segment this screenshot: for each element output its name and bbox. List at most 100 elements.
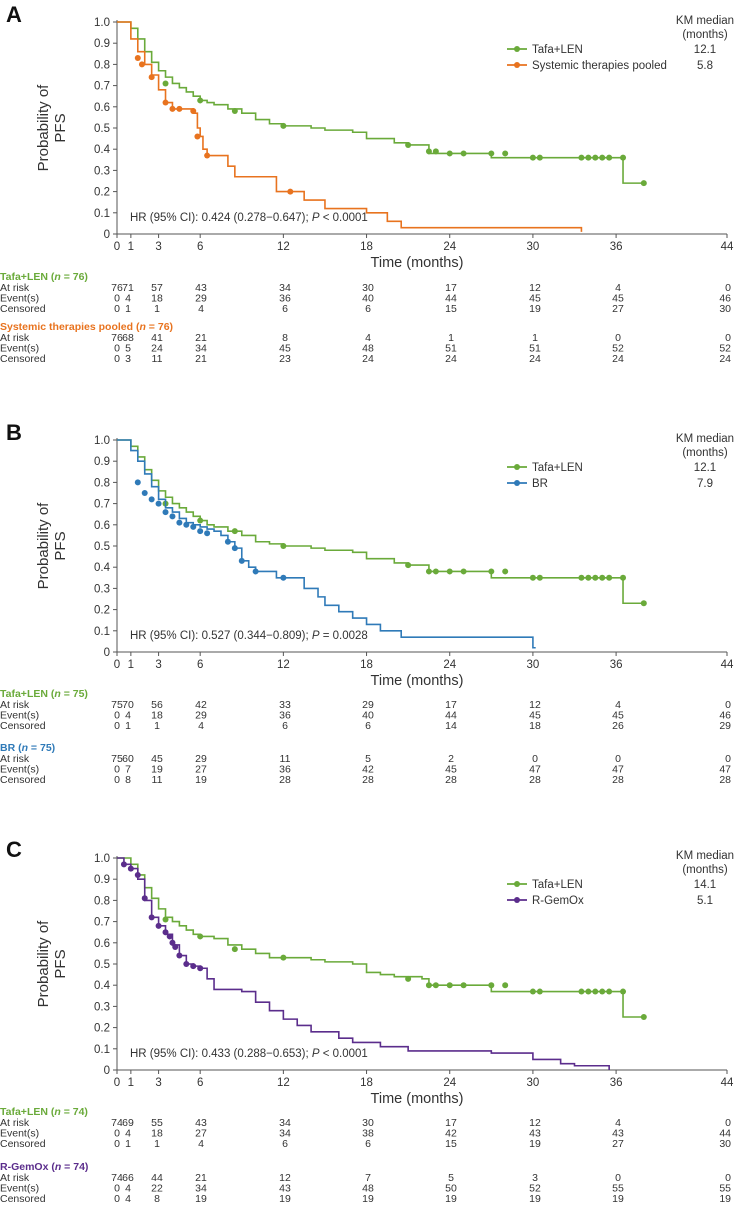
risk-value: 34 [279, 1117, 291, 1129]
censor-mark [134, 871, 141, 878]
y-tick-label: 0.9 [94, 874, 110, 886]
risk-value: 46 [719, 293, 731, 305]
risk-row-label: At risk [0, 1117, 30, 1129]
legend-median: 14.1 [694, 879, 716, 891]
hr-text: HR (95% CI): 0.433 (0.288−0.653); [130, 1048, 312, 1060]
risk-value: 74 [111, 1172, 123, 1184]
y-tick-label: 0.2 [94, 1023, 110, 1035]
censor-mark [502, 568, 509, 575]
risk-value: 6 [282, 303, 288, 315]
panel-c: C Probability ofPFS 0 0.1 0.2 0.3 0.4 0.5 0.6 0.7… [0, 837, 734, 1205]
censor-mark [148, 74, 155, 81]
y-tick-label: 0.3 [94, 1001, 110, 1013]
hr-text: HR (95% CI): 0.424 (0.278−0.647); [130, 212, 312, 224]
censor-mark [280, 122, 287, 129]
risk-value: 33 [279, 699, 291, 711]
risk-value: 45 [529, 710, 541, 722]
risk-value: 21 [195, 353, 207, 365]
x-tick-label: 1 [128, 241, 134, 253]
x-tick-label: 30 [527, 241, 540, 253]
risk-value: 8 [282, 332, 288, 344]
risk-value: 5 [365, 753, 371, 765]
risk-value: 56 [151, 699, 163, 711]
censor-mark [446, 568, 453, 575]
legend-swatch-dot [514, 897, 520, 903]
risk-value: 57 [151, 282, 163, 294]
risk-value: 6 [282, 720, 288, 732]
risk-value: 52 [612, 343, 624, 355]
x-tick-label: 30 [527, 659, 540, 671]
y-tick-label: 0.7 [94, 917, 110, 929]
risk-value: 45 [279, 343, 291, 355]
x-tick-label: 0 [114, 241, 120, 253]
risk-row-label: Event(s) [0, 764, 39, 776]
censor-mark [488, 568, 495, 575]
risk-value: 15 [445, 1138, 457, 1150]
y-axis-label: Probability ofPFS [35, 920, 69, 1008]
risk-value: 36 [279, 764, 291, 776]
risk-row-label: Event(s) [0, 293, 39, 305]
censor-mark [460, 568, 467, 575]
censor-mark [176, 519, 183, 526]
risk-value: 28 [279, 774, 291, 786]
risk-value: 55 [151, 1117, 163, 1129]
risk-value: 15 [445, 303, 457, 315]
y-tick-label: 0.8 [94, 477, 110, 489]
risk-table-n-value: = 74) [61, 1106, 88, 1118]
y-tick-label: 0.2 [94, 187, 110, 199]
risk-value: 34 [279, 282, 291, 294]
risk-value: 4 [125, 1183, 131, 1195]
risk-value: 42 [445, 1128, 457, 1140]
risk-value: 21 [195, 332, 207, 344]
y-axis-label: Probability ofPFS [35, 84, 69, 172]
risk-value: 0 [114, 764, 120, 776]
censor-mark [529, 574, 536, 581]
censor-mark [231, 528, 238, 535]
risk-value: 6 [282, 1138, 288, 1150]
risk-value: 12 [529, 1117, 541, 1129]
censor-mark [599, 988, 606, 995]
risk-value: 12 [529, 282, 541, 294]
censor-mark [190, 108, 197, 115]
risk-value: 40 [362, 710, 374, 722]
y-axis-label-line: PFS [52, 113, 69, 142]
risk-table-title: Systemic therapies pooled (n = 76) [0, 321, 173, 333]
censor-mark [176, 105, 183, 112]
x-tick-label: 24 [443, 241, 456, 253]
censor-mark [640, 600, 647, 607]
censor-mark [502, 982, 509, 989]
risk-table-n-symbol: n [22, 742, 28, 754]
censor-mark [231, 946, 238, 953]
risk-value: 4 [125, 293, 131, 305]
censor-mark [578, 574, 585, 581]
censor-mark [536, 988, 543, 995]
risk-value: 0 [725, 753, 731, 765]
risk-value: 0 [725, 699, 731, 711]
risk-value: 30 [362, 282, 374, 294]
risk-value: 1 [154, 720, 160, 732]
legend-swatch-dot [514, 464, 520, 470]
risk-value: 44 [151, 1172, 163, 1184]
censor-mark [578, 154, 585, 161]
risk-value: 0 [114, 303, 120, 315]
censor-mark [183, 521, 190, 528]
legend-median: 7.9 [697, 478, 713, 490]
risk-value: 45 [529, 293, 541, 305]
hr-p-symbol: P [312, 630, 320, 642]
km-curve [117, 857, 644, 1018]
censor-mark [620, 988, 627, 995]
risk-table-arm: Systemic therapies pooled ( [0, 321, 140, 333]
risk-table-n-symbol: n [55, 1161, 61, 1173]
risk-value: 34 [279, 1128, 291, 1140]
censor-mark [162, 916, 169, 923]
x-tick-label: 44 [721, 1077, 734, 1089]
censor-mark [488, 150, 495, 157]
risk-value: 1 [532, 332, 538, 344]
risk-value: 0 [725, 1117, 731, 1129]
censor-mark [592, 988, 599, 995]
panel-b: B Probability ofPFS 0 0.1 0.2 0.3 0.4 0.5 0.6 0.7… [0, 420, 734, 786]
risk-value: 0 [725, 1172, 731, 1184]
risk-value: 47 [529, 764, 541, 776]
censor-mark [529, 988, 536, 995]
censor-mark [197, 965, 204, 972]
